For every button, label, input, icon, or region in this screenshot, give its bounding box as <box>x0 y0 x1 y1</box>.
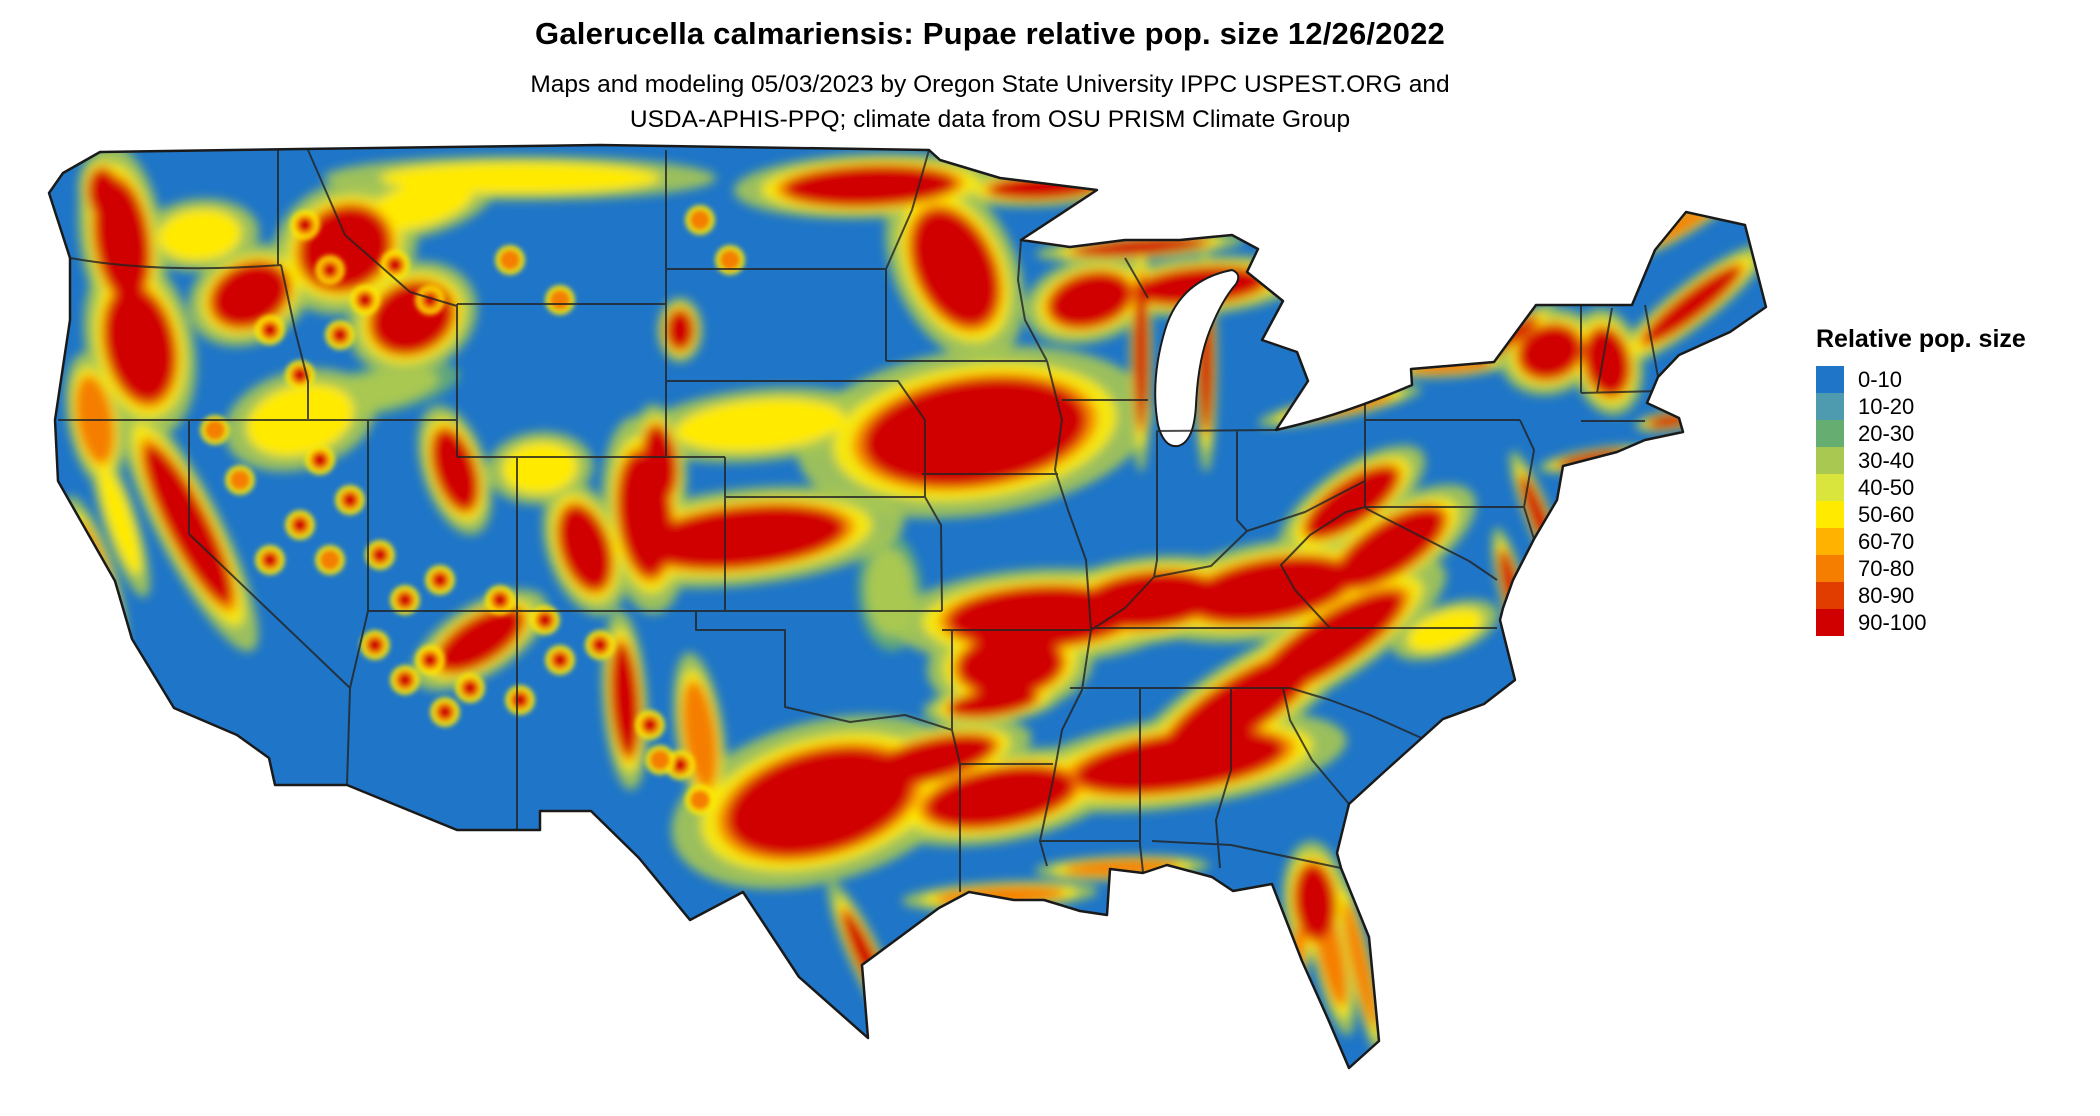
legend-swatch <box>1816 393 1844 420</box>
legend-entry: 70-80 <box>1816 555 2026 582</box>
legend-entry: 0-10 <box>1816 366 2026 393</box>
legend-label: 20-30 <box>1858 420 1915 446</box>
legend-entry: 80-90 <box>1816 582 2026 609</box>
legend-swatch <box>1816 582 1844 609</box>
legend-swatch <box>1816 528 1844 555</box>
legend-label: 80-90 <box>1858 582 1915 608</box>
map-legend: Relative pop. size 0-10 10-20 20-30 30-40 40… <box>1816 325 2026 636</box>
legend-entry: 90-100 <box>1816 609 2026 636</box>
legend-entry: 50-60 <box>1816 501 2026 528</box>
legend-entry: 60-70 <box>1816 528 2026 555</box>
us-outline <box>47 143 1768 1070</box>
legend-entry: 10-20 <box>1816 393 2026 420</box>
legend-label: 50-60 <box>1858 501 1915 527</box>
figure-title: Galerucella calmariensis: Pupae relative… <box>535 16 1445 51</box>
legend-entry: 40-50 <box>1816 474 2026 501</box>
legend-swatch <box>1816 609 1844 636</box>
legend-label: 70-80 <box>1858 555 1915 581</box>
legend-entry: 20-30 <box>1816 420 2026 447</box>
legend-label: 0-10 <box>1858 366 1903 392</box>
legend-swatch <box>1816 555 1844 582</box>
legend-entries: 0-10 10-20 20-30 30-40 40-50 50-60 60-70 70-80 8… <box>1816 366 2026 636</box>
state-borders <box>58 149 1661 892</box>
legend-label: 30-40 <box>1858 447 1915 473</box>
legend-label: 40-50 <box>1858 474 1915 500</box>
heat-speckles <box>200 205 745 815</box>
legend-swatch <box>1816 447 1844 474</box>
legend-swatch <box>1816 474 1844 501</box>
legend-swatch <box>1816 501 1844 528</box>
subtitle-line-2: USDA-APHIS-PPQ; climate data from OSU PR… <box>629 105 1351 133</box>
subtitle-line-1: Maps and modeling 05/03/2023 by Oregon S… <box>530 71 1450 98</box>
legend-label: 10-20 <box>1858 393 1915 419</box>
legend-label: 90-100 <box>1858 609 1927 635</box>
lake-michigan <box>1154 268 1240 448</box>
legend-entry: 30-40 <box>1816 447 2026 474</box>
legend-swatch <box>1816 366 1844 393</box>
legend-title: Relative pop. size <box>1816 325 2026 353</box>
figure-header: Galerucella calmariensis: Pupae relative… <box>0 16 1980 138</box>
figure-subtitle: Maps and modeling 05/03/2023 by Oregon S… <box>0 68 1980 138</box>
legend-swatch <box>1816 420 1844 447</box>
legend-label: 60-70 <box>1858 528 1915 554</box>
